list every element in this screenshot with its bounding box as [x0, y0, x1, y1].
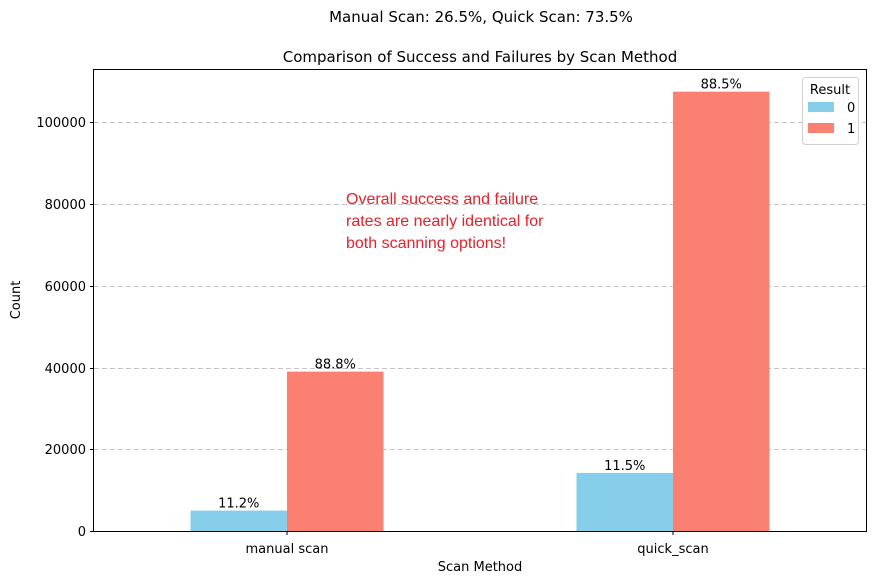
- legend: Result 0 1: [802, 77, 859, 145]
- x-axis: manual scan quick_scan: [246, 531, 709, 557]
- legend-swatch-0: [808, 102, 834, 112]
- legend-label-0: 0: [847, 101, 855, 116]
- annotation-line-2: rates are nearly identical for: [346, 213, 544, 230]
- y-tick-label: 60000: [45, 280, 86, 295]
- y-tick-label: 40000: [45, 362, 86, 377]
- legend-swatch-1: [808, 123, 834, 133]
- chart-title: Comparison of Success and Failures by Sc…: [283, 48, 678, 66]
- bar-data-label: 88.8%: [315, 358, 356, 373]
- bar-data-label: 11.2%: [218, 497, 259, 512]
- y-tick-label: 80000: [45, 198, 86, 213]
- annotation: Overall success and failure rates are ne…: [346, 191, 544, 252]
- bar-data-label: 11.5%: [604, 459, 645, 474]
- bars: [190, 91, 770, 531]
- y-axis-label: Count: [9, 281, 24, 320]
- bar-series-1-quick-scan: [673, 91, 770, 531]
- bar-data-label: 88.5%: [701, 78, 742, 93]
- x-axis-label: Scan Method: [438, 560, 523, 575]
- y-tick-label: 0: [78, 525, 86, 540]
- bar-series-1-manual-scan: [287, 371, 384, 531]
- bar-series-0-quick-scan: [576, 472, 673, 531]
- bar-labels: 11.2% 88.8% 11.5% 88.5%: [218, 78, 742, 512]
- bar-series-0-manual-scan: [190, 510, 287, 531]
- y-axis: 0 20000 40000 60000 80000 100000: [36, 116, 94, 540]
- x-tick-label: quick_scan: [637, 542, 708, 557]
- x-tick-label: manual scan: [246, 542, 329, 557]
- suptitle: Manual Scan: 26.5%, Quick Scan: 73.5%: [329, 8, 633, 26]
- y-tick-label: 20000: [45, 443, 86, 458]
- plot-frame: [93, 69, 867, 532]
- annotation-line-1: Overall success and failure: [346, 191, 538, 208]
- annotation-line-3: both scanning options!: [346, 235, 506, 252]
- legend-label-1: 1: [847, 122, 855, 137]
- legend-title: Result: [810, 83, 850, 98]
- y-tick-label: 100000: [36, 116, 86, 131]
